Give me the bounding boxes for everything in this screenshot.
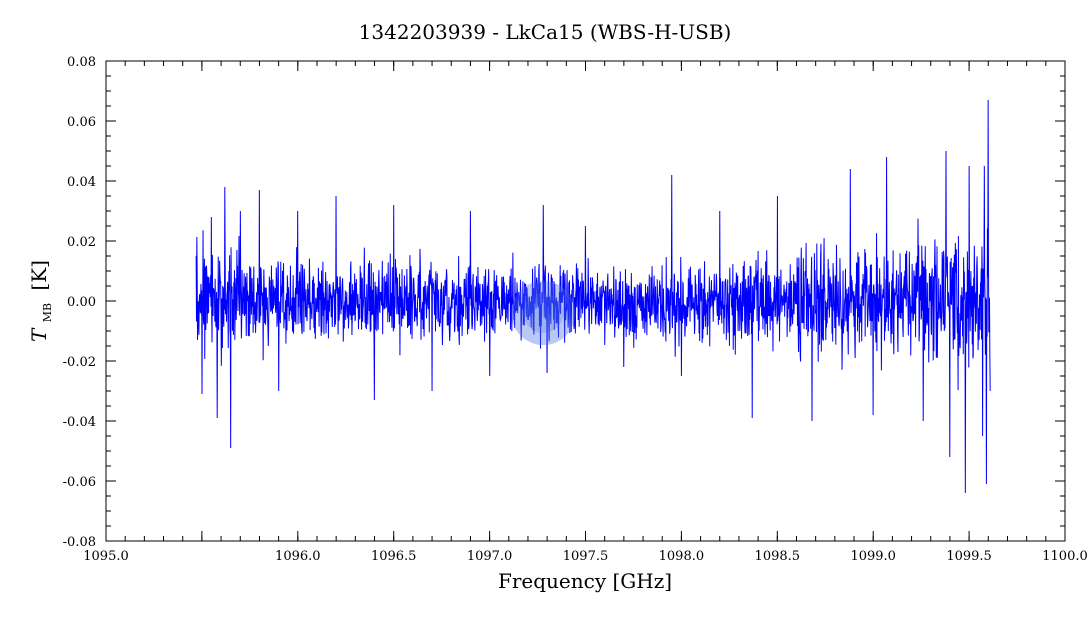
y-tick-labels: 0.08 0.06 0.04 0.02 0.00 -0.02 -0.04 -0.06 -0.08 <box>63 55 96 550</box>
y-tick-label: 0.08 <box>67 55 96 70</box>
highlight-core <box>523 293 564 333</box>
y-axis-label-subscript: MB <box>41 303 54 322</box>
x-tick-label: 1096.5 <box>371 549 417 564</box>
y-tick-label: -0.02 <box>63 355 96 370</box>
y-tick-label: 0.00 <box>67 295 96 310</box>
chart-title: 1342203939 - LkCa15 (WBS-H-USB) <box>359 20 732 44</box>
y-axis-label-unit: [K] <box>27 260 51 291</box>
x-tick-label: 1099.5 <box>946 549 992 564</box>
y-tick-label: -0.08 <box>63 535 96 550</box>
x-tick-label: 1098.0 <box>659 549 705 564</box>
y-tick-label: -0.04 <box>63 415 96 430</box>
highlight-circle <box>511 281 576 345</box>
x-tick-label: 1099.0 <box>850 549 896 564</box>
y-tick-label: 0.06 <box>67 115 96 130</box>
y-tick-label: 0.02 <box>67 235 96 250</box>
x-tick-label: 1100.0 <box>1042 549 1088 564</box>
highlight-annotation <box>511 281 576 345</box>
x-tick-label: 1097.5 <box>563 549 609 564</box>
x-tick-label: 1097.0 <box>467 549 513 564</box>
spectrum-line <box>195 99 991 494</box>
axis-ticks <box>105 60 1066 542</box>
y-tick-label: -0.06 <box>63 475 96 490</box>
x-tick-label: 1098.5 <box>755 549 801 564</box>
x-tick-label: 1096.0 <box>275 549 321 564</box>
x-tick-labels: 1095.0 1096.0 1096.5 1097.0 1097.5 1098.0 1098… <box>83 549 1088 564</box>
y-axis-label: T MB [K] <box>27 260 56 342</box>
y-axis-label-symbol: T <box>27 327 51 342</box>
spectrum-series <box>195 99 991 494</box>
x-axis-label: Frequency [GHz] <box>498 569 672 593</box>
y-tick-label: 0.04 <box>67 175 96 190</box>
x-tick-label: 1095.0 <box>83 549 129 564</box>
